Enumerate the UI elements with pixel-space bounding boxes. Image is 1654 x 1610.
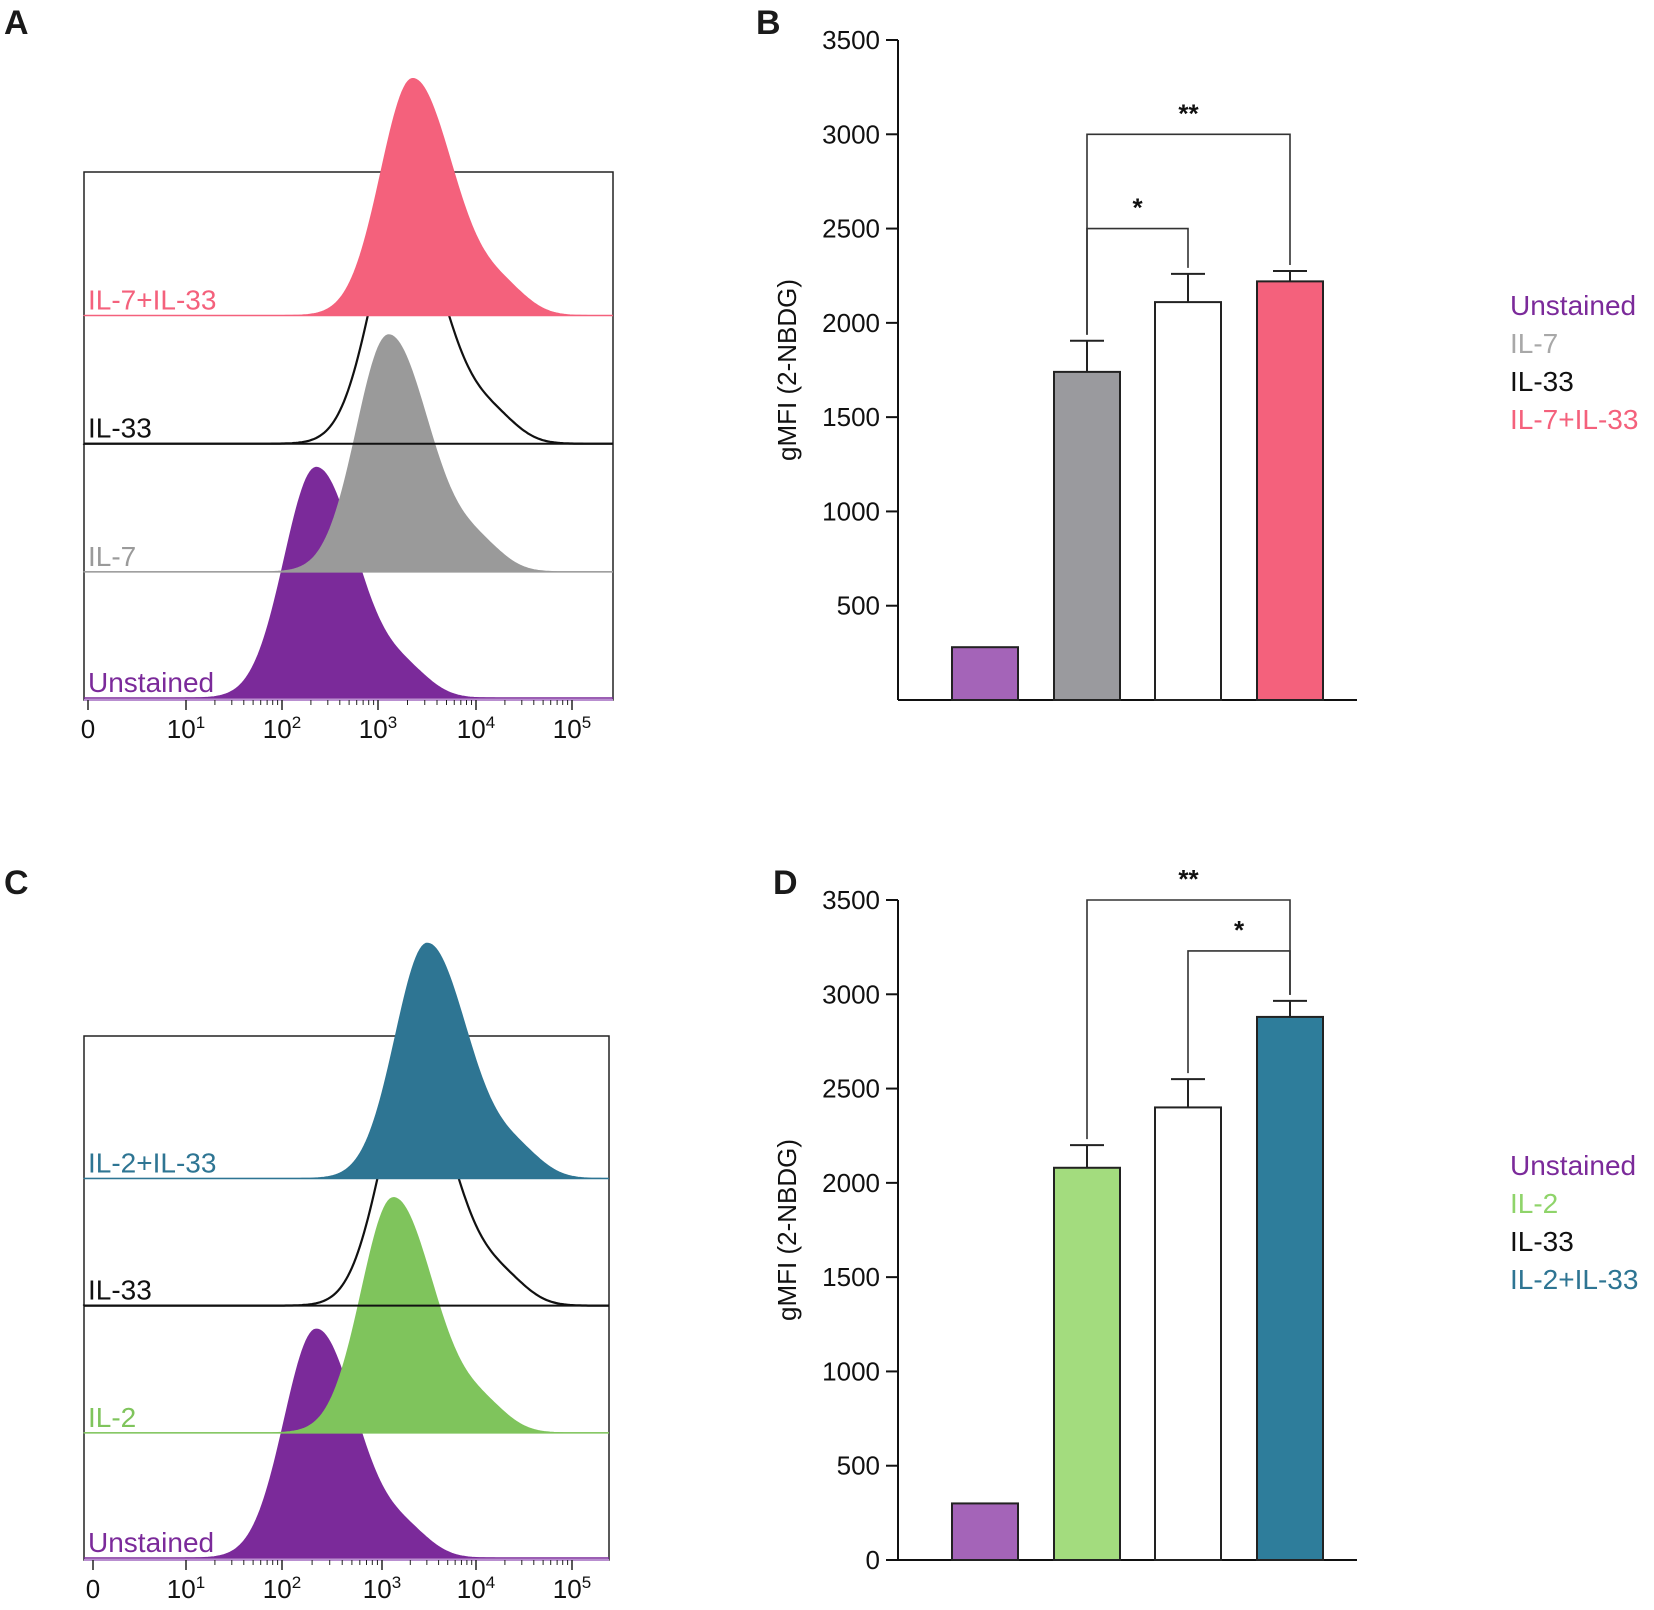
bar-chart-panel-d: 0 500 1000 1500 2000 2500 3000 3500 gMFI (2-NBDG… xyxy=(772,864,1638,1575)
bar-il-7-il-33 xyxy=(1256,280,1324,701)
histogram-tick-label: 105 xyxy=(553,713,591,744)
histogram-track-label: IL-7 xyxy=(88,541,136,572)
histogram-curve-il-2-il-33 xyxy=(83,942,610,1179)
legend-entry: IL-7+IL-33 xyxy=(1510,404,1638,435)
y-tick-label: 1000 xyxy=(822,1356,880,1386)
histogram-tick-label: 101 xyxy=(167,713,205,744)
tick-exponent: 1 xyxy=(196,1573,205,1592)
tick-base: 10 xyxy=(553,1574,582,1604)
histogram-curve-il-33 xyxy=(82,205,614,445)
histogram-curve-il-33 xyxy=(82,1069,610,1307)
tick-base: 10 xyxy=(167,714,196,744)
y-tick-label: 500 xyxy=(837,1451,880,1481)
significance-label: ** xyxy=(1178,98,1199,128)
y-tick-label: 2000 xyxy=(822,1168,880,1198)
histogram-track-label: IL-2 xyxy=(88,1402,136,1433)
tick-base: 10 xyxy=(167,1574,196,1604)
bar-il-33 xyxy=(1154,301,1222,701)
y-tick-label: 1500 xyxy=(822,402,880,432)
y-axis-label: gMFI (2-NBDG) xyxy=(772,1139,802,1321)
histogram-track-label: Unstained xyxy=(88,1527,214,1558)
bar-unstained xyxy=(951,1502,1019,1562)
histogram-track-label: IL-7+IL-33 xyxy=(88,285,216,316)
histogram-tick-label: 102 xyxy=(263,713,301,744)
y-tick-label: 500 xyxy=(837,591,880,621)
histogram-tick-label: 104 xyxy=(457,713,495,744)
significance-bracket xyxy=(1187,950,1291,1074)
tick-base: 10 xyxy=(553,714,582,744)
significance-label: * xyxy=(1132,193,1143,223)
bar-il-2-il-33 xyxy=(1256,1015,1324,1561)
histogram-tick-label: 102 xyxy=(263,1573,301,1604)
tick-base: 10 xyxy=(457,714,486,744)
legend-entry: IL-2 xyxy=(1510,1188,1558,1219)
tick-exponent: 4 xyxy=(486,713,495,732)
legend-entry: Unstained xyxy=(1510,1150,1636,1181)
tick-exponent: 1 xyxy=(196,713,205,732)
histogram-tick-label: 101 xyxy=(167,1573,205,1604)
y-tick-label: 2500 xyxy=(822,1074,880,1104)
bar-chart-panel-b: 500 1000 1500 2000 2500 3000 3500 gMFI (2-NBDG)… xyxy=(772,25,1638,702)
y-tick-label: 1000 xyxy=(822,496,880,526)
significance-bracket xyxy=(1086,899,1291,1140)
tick-base: 10 xyxy=(457,1574,486,1604)
histogram-tick-label: 0 xyxy=(86,1574,100,1604)
legend-entry: IL-7 xyxy=(1510,328,1558,359)
y-axis-label: gMFI (2-NBDG) xyxy=(772,279,802,461)
tick-exponent: 5 xyxy=(582,713,591,732)
tick-exponent: 3 xyxy=(388,713,397,732)
tick-base: 10 xyxy=(263,714,292,744)
histogram-track-label: IL-33 xyxy=(88,1275,152,1306)
y-tick-label: 3500 xyxy=(822,885,880,915)
tick-base: 0 xyxy=(86,1574,100,1604)
significance-bracket xyxy=(1086,227,1189,335)
tick-exponent: 2 xyxy=(292,713,301,732)
bar-il-33 xyxy=(1154,1106,1222,1562)
tick-exponent: 4 xyxy=(486,1573,495,1592)
tick-exponent: 5 xyxy=(582,1573,591,1592)
histogram-track-label: IL-2+IL-33 xyxy=(88,1147,216,1178)
panel-letter-d: D xyxy=(773,864,798,902)
histogram-tick-label: 103 xyxy=(359,713,397,744)
y-tick-label: 3000 xyxy=(822,119,880,149)
histogram-curve-il-7 xyxy=(83,334,614,573)
histogram-tick-label: 104 xyxy=(457,1573,495,1604)
legend-entry: Unstained xyxy=(1510,290,1636,321)
legend-entry: IL-2+IL-33 xyxy=(1510,1264,1638,1295)
y-tick-label: 2500 xyxy=(822,214,880,244)
y-tick-label: 0 xyxy=(866,1545,880,1575)
bar-il-2 xyxy=(1053,1166,1121,1562)
tick-base: 10 xyxy=(263,1574,292,1604)
bar-il-7 xyxy=(1053,370,1121,701)
significance-label: ** xyxy=(1178,864,1199,894)
y-tick-label: 2000 xyxy=(822,308,880,338)
histogram-tick-label: 105 xyxy=(553,1573,591,1604)
tick-base: 10 xyxy=(363,1574,392,1604)
legend-entry: IL-33 xyxy=(1510,366,1574,397)
histogram-track-label: IL-33 xyxy=(88,413,152,444)
histogram-tick-label: 0 xyxy=(81,714,95,744)
y-tick-label: 1500 xyxy=(822,1262,880,1292)
panel-letter-c: C xyxy=(4,864,29,902)
y-tick-label: 3500 xyxy=(822,25,880,55)
histogram-curve-il-7-il-33 xyxy=(83,78,614,317)
legend-entry: IL-33 xyxy=(1510,1226,1574,1257)
histogram-tick-label: 103 xyxy=(363,1573,401,1604)
histogram-track-label: Unstained xyxy=(88,667,214,698)
tick-exponent: 3 xyxy=(392,1573,401,1592)
tick-base: 0 xyxy=(81,714,95,744)
panel-letter-b: B xyxy=(756,4,781,42)
y-tick-label: 3000 xyxy=(822,979,880,1009)
bar-unstained xyxy=(951,646,1019,702)
tick-base: 10 xyxy=(359,714,388,744)
tick-exponent: 2 xyxy=(292,1573,301,1592)
histogram-curve-il-2 xyxy=(83,1196,610,1434)
panel-letter-a: A xyxy=(4,4,29,42)
significance-label: * xyxy=(1234,915,1245,945)
